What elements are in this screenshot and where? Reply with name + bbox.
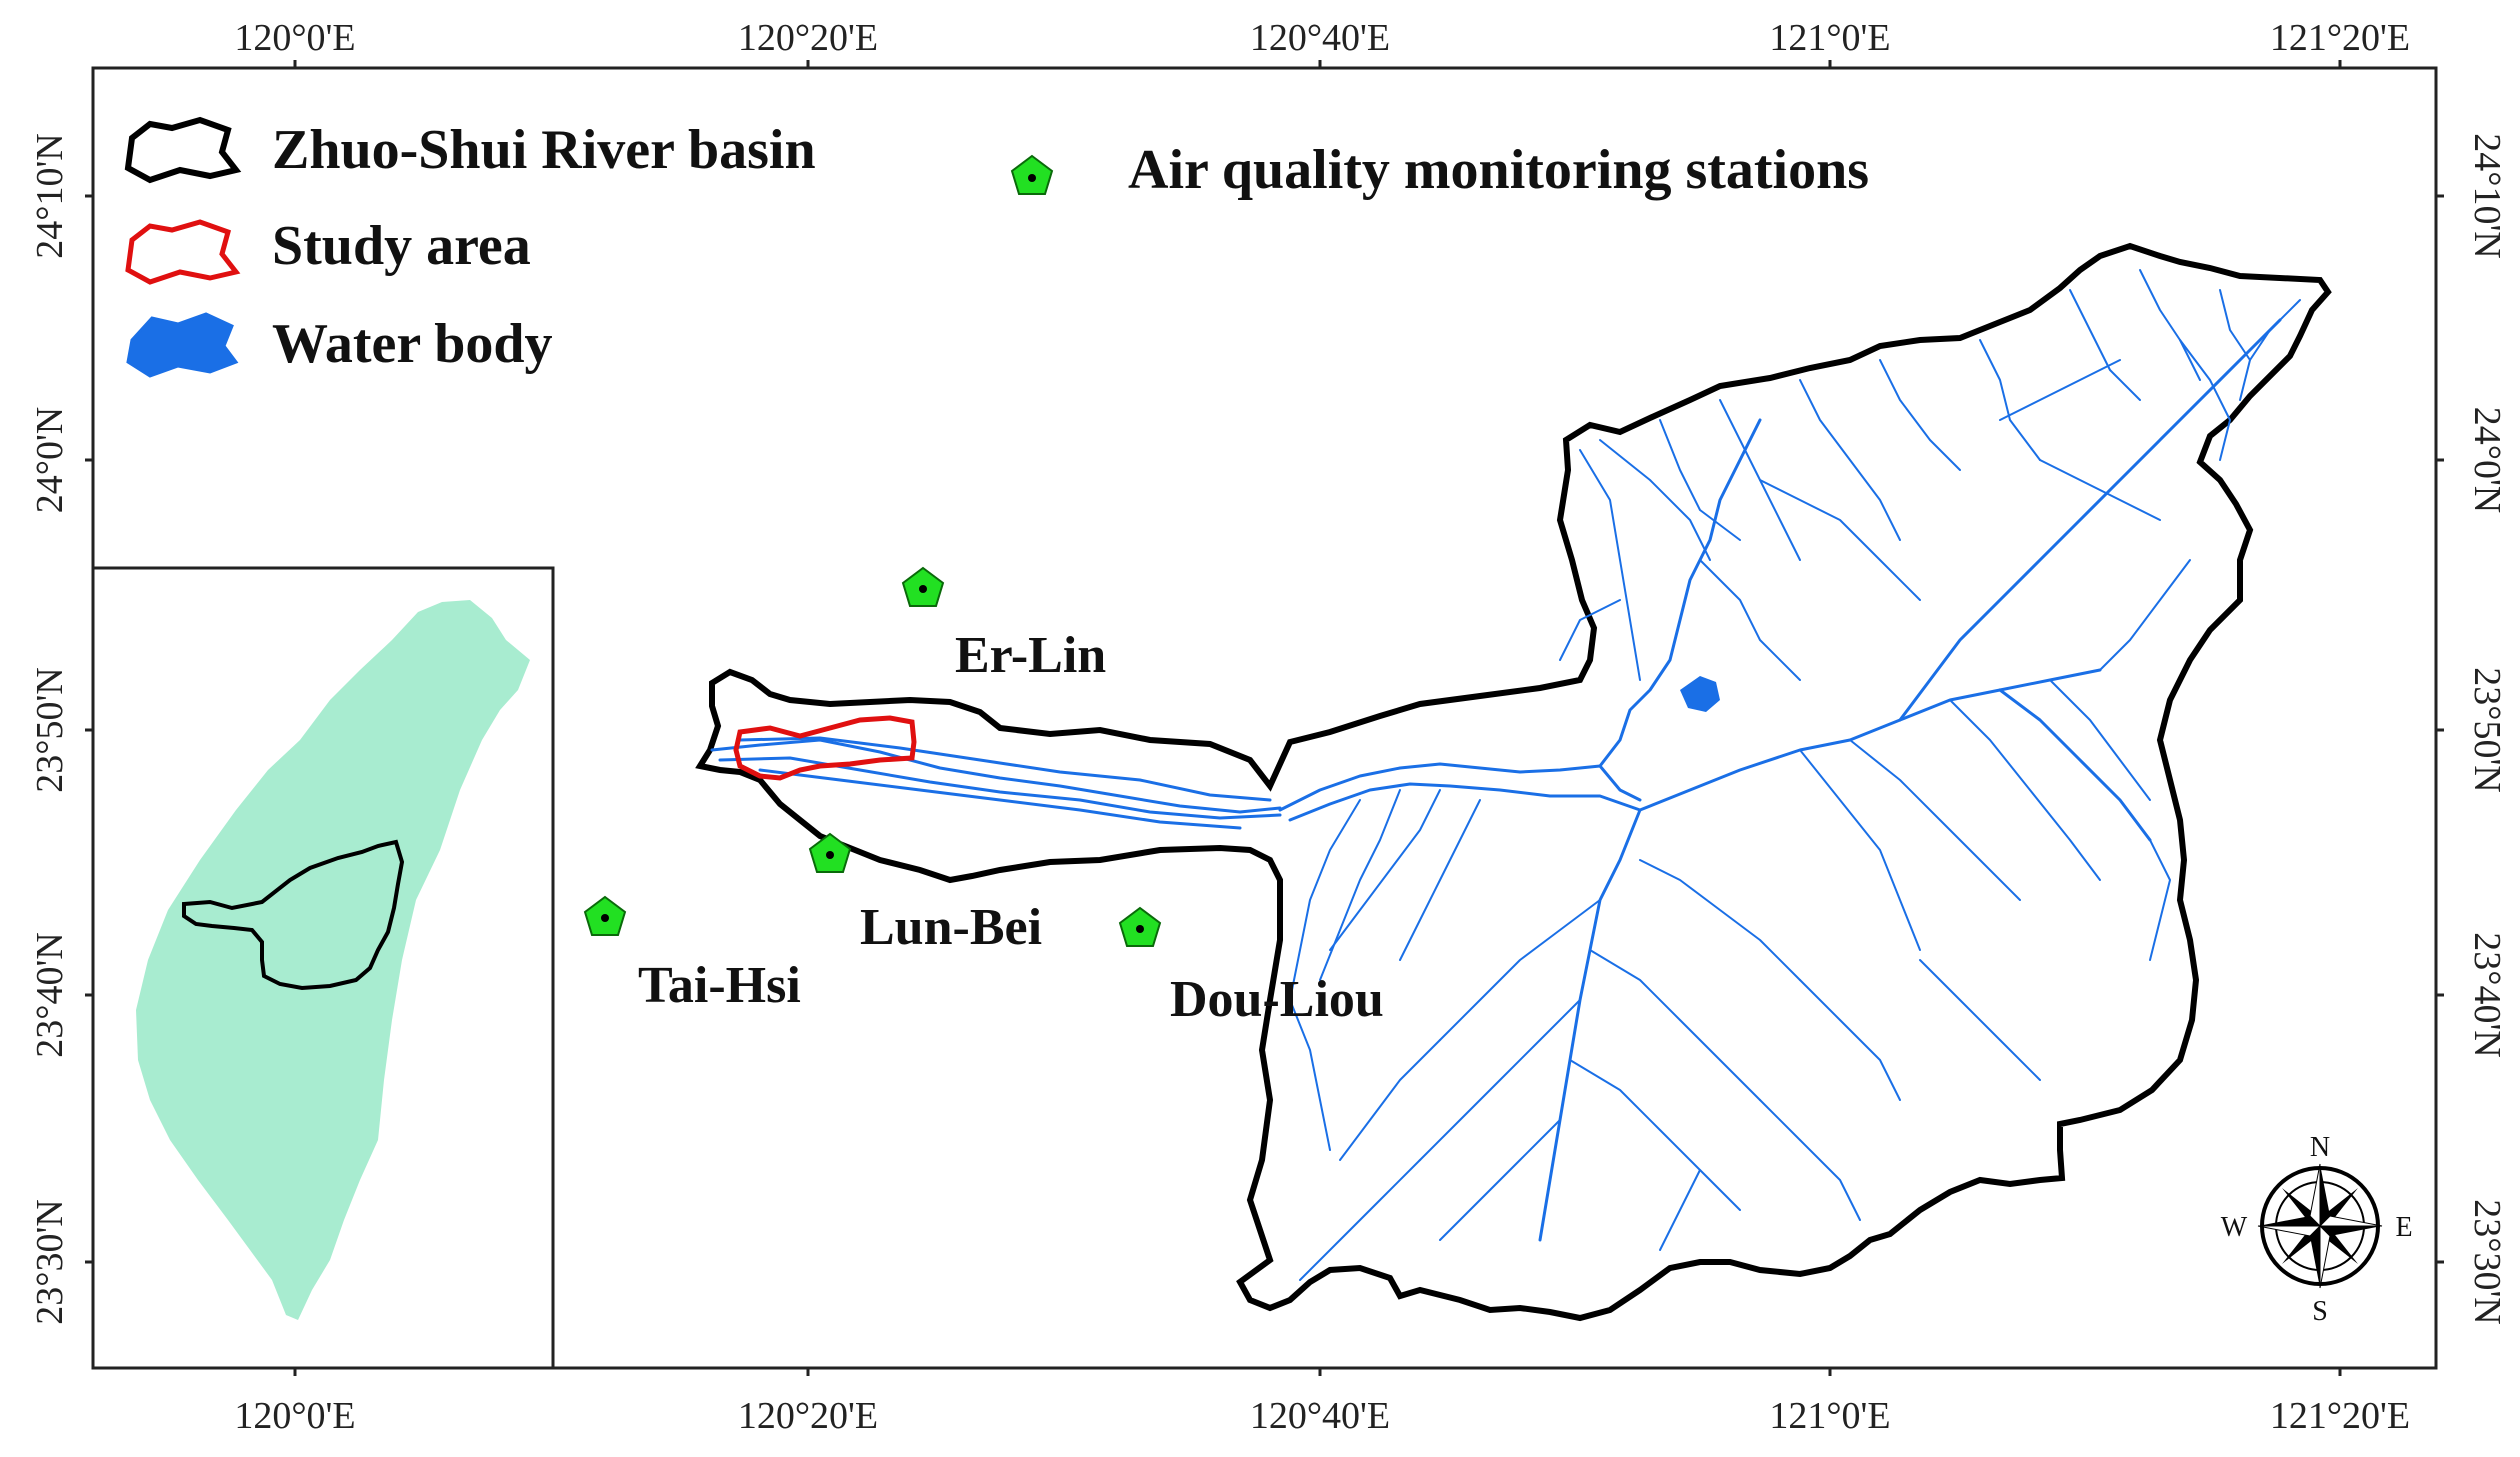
bottom-tick-label: 121°0'E [1769, 1395, 1890, 1437]
left-tick-label: 24°0'N [29, 407, 71, 514]
taiwan-inset-map [91, 566, 555, 1370]
station-label: Lun-Bei [860, 899, 1042, 956]
station-tai-hsi: Tai-Hsi [583, 895, 801, 1014]
station-er-lin: Er-Lin [901, 566, 1106, 684]
tributaries [1289, 269, 2301, 1281]
legend: Zhuo-Shui River basin Study area Water b… [124, 116, 1869, 378]
top-tick-label: 120°40'E [1250, 17, 1390, 59]
left-tick-label: 24°10'N [29, 133, 71, 259]
right-tick-label: 24°10'N [2466, 133, 2508, 259]
left-axis: 24°10'N 24°0'N 23°50'N 23°40'N 23°30'N [29, 133, 93, 1325]
compass-rose-icon: N S E W [2221, 1132, 2413, 1327]
station-label: Dou-Liou [1170, 971, 1384, 1028]
top-tick-label: 121°20'E [2270, 17, 2410, 59]
right-axis: 24°10'N 24°0'N 23°50'N 23°40'N 23°30'N [2436, 133, 2508, 1325]
left-tick-label: 23°50'N [29, 667, 71, 793]
study-area-legend-label: Study area [272, 215, 531, 277]
top-tick-label: 121°0'E [1769, 17, 1890, 59]
study-area-outline [733, 715, 917, 781]
left-tick-label: 23°40'N [29, 932, 71, 1058]
right-tick-label: 23°40'N [2466, 932, 2508, 1058]
bottom-tick-label: 121°20'E [2270, 1395, 2410, 1437]
water-body-legend-icon [126, 312, 239, 378]
basin-outline [695, 242, 2332, 1322]
compass-s: S [2312, 1296, 2328, 1327]
taiwan-island [136, 600, 530, 1320]
basin-legend-icon [124, 116, 242, 184]
right-tick-label: 24°0'N [2466, 407, 2508, 514]
top-tick-label: 120°20'E [738, 17, 878, 59]
bottom-tick-label: 120°0'E [234, 1395, 355, 1437]
right-tick-label: 23°30'N [2466, 1199, 2508, 1325]
stations-legend-label: Air quality monitoring stations [1128, 139, 1869, 201]
bottom-tick-label: 120°40'E [1250, 1395, 1390, 1437]
compass-e: E [2395, 1212, 2412, 1243]
compass-w: W [2221, 1212, 2248, 1243]
top-axis: 120°0'E 120°20'E 120°40'E 121°0'E 121°20… [234, 17, 2410, 68]
right-tick-label: 23°50'N [2466, 667, 2508, 793]
top-tick-label: 120°0'E [234, 17, 355, 59]
bottom-tick-label: 120°20'E [738, 1395, 878, 1437]
inset-basin-outline [182, 839, 405, 991]
station-dou-liou: Dou-Liou [1118, 906, 1384, 1028]
station-label: Er-Lin [955, 627, 1106, 684]
zhuo-shui-basin [695, 242, 2332, 1322]
water-body-legend-label: Water body [272, 313, 553, 375]
station-label: Tai-Hsi [638, 957, 801, 1014]
left-tick-label: 23°30'N [29, 1199, 71, 1325]
basin-legend-label: Zhuo-Shui River basin [272, 119, 816, 181]
study-area-legend-icon [125, 219, 241, 285]
bottom-axis: 120°0'E 120°20'E 120°40'E 121°0'E 121°20… [234, 1368, 2410, 1437]
lake [1680, 676, 1720, 712]
compass-n: N [2310, 1132, 2330, 1163]
station-lun-bei: Lun-Bei [808, 832, 1042, 956]
